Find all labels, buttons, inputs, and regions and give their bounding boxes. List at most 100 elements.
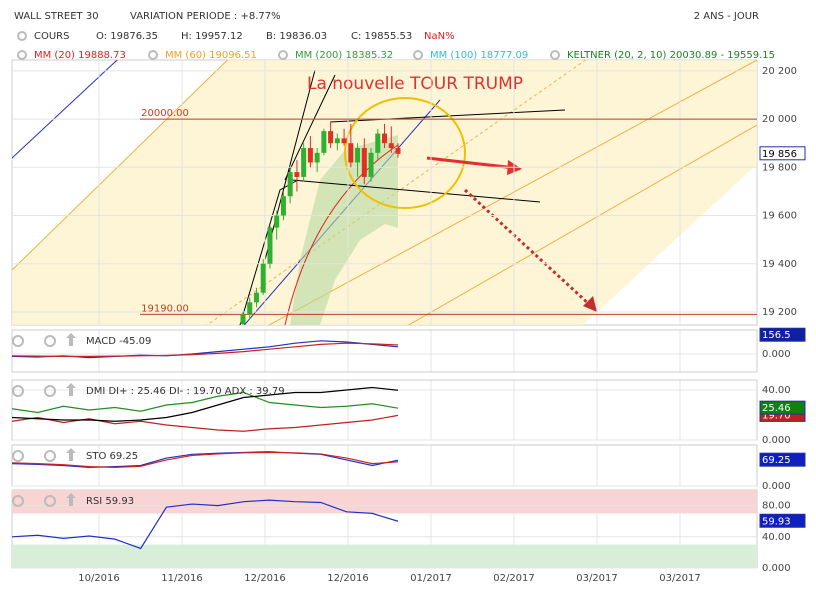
indicator-line [11,451,399,468]
gear-icon [148,50,158,60]
value-box [759,400,806,415]
panel-icon [44,495,56,507]
x-tick-label: 02/2017 [493,573,535,584]
candle-body [307,148,313,163]
trend-line [264,69,316,261]
quote-item: O: 19876.35 [96,31,158,42]
band [12,544,757,568]
y-tick-label: 20 000 [762,114,797,125]
channel-line [407,124,757,325]
indicator-line [11,342,399,357]
panel-title: STO 69.25 [86,451,138,462]
candle-body [355,148,361,163]
arrow [426,156,516,170]
candle-body [382,133,388,144]
candle-body [287,172,293,197]
quote-item: H: 19957.12 [181,31,243,42]
drawings [12,60,757,325]
panel-icon [44,385,56,397]
value-box-label: 156.5 [762,330,791,341]
indicator-legend: KELTNER (20, 2, 10) 20030.89 - 19559.15 [567,50,775,61]
y-tick-label: 0.000 [762,349,791,360]
candle-body [395,148,401,154]
indicator-panel [11,329,758,373]
y-tick-label: 80.00 [762,501,791,512]
indicator-line [11,451,399,468]
annotation: La nouvelle TOUR TRUMP [307,74,523,94]
gear-icon [413,50,423,60]
gear-icon [17,31,27,41]
indicator-legend: MM (60) 19096.51 [165,50,257,61]
candles [240,121,401,325]
panel-icon [44,450,56,462]
candle-body [260,263,266,293]
candle-body [388,143,394,149]
trend-line [284,74,336,181]
panel-title: MACD -45.09 [86,336,151,347]
gear-icon [278,50,288,60]
candle-body [240,314,246,325]
y-tick-label: 19 600 [762,211,797,222]
y-tick-label: 0.000 [762,435,791,446]
candle-body [280,196,286,216]
value-box-label: 19.70 [762,410,791,421]
highlight-ellipse [344,97,466,209]
y-tick-label: 0.000 [762,481,791,492]
value-box-label: 19 856 [762,149,797,160]
value-box [759,452,806,467]
candle-body [375,133,381,153]
value-box-label: 69.25 [762,455,791,466]
value-box-label: 59.93 [762,516,791,527]
candle-body [314,152,320,163]
candle-body [294,172,300,177]
candle-body [368,152,374,177]
indicator-line [11,391,399,414]
trend-line [329,109,566,123]
candle-body [274,215,280,228]
panel-title: DMI DI+ : 25.46 DI- : 19.70 ADX : 39.79 [86,386,285,397]
arrow-head [583,296,597,312]
x-tick-label: 12/2016 [244,573,286,584]
panel-title: RSI 59.93 [86,496,134,507]
panel-icon [12,450,24,462]
ma-line [284,144,399,325]
quote-item: COURS [34,31,69,42]
band [12,490,757,514]
candle-body [247,302,253,315]
panel-icon [12,335,24,347]
channel-line [268,60,757,325]
panel-icon [66,448,76,461]
x-tick-label: 11/2016 [161,573,203,584]
quote-change: NaN% [424,31,455,42]
indicator-legend: MM (100) 18777.09 [430,50,528,61]
keltner-band [290,135,398,325]
indicator-line [11,414,399,432]
panel-icon [66,383,76,396]
trend-line [12,60,118,159]
x-tick-label: 12/2016 [327,573,369,584]
y-tick-label: 19 200 [762,307,797,318]
candle-body [301,148,307,177]
variation: VARIATION PERIODE : +8.77% [130,11,281,22]
y-tick-label: 19 800 [762,162,797,173]
panel-icon [44,335,56,347]
indicator-line [11,386,399,422]
value-box [759,327,806,342]
value-box [759,513,806,528]
indicator-line [11,499,399,550]
candle-body [328,131,334,144]
quote-item: B: 19836.03 [266,31,327,42]
indicator-legend: MM (200) 18385.32 [295,50,393,61]
candle-body [334,138,340,144]
candle-body [348,143,354,163]
y-tick-label: 40.00 [762,532,791,543]
y-tick-label: 20 200 [762,66,797,77]
x-tick-label: 01/2017 [410,573,452,584]
candle-body [253,292,259,303]
panel-icon [12,385,24,397]
candle-body [341,138,347,144]
reference-label: 19190.00 [141,303,189,314]
candle-body [321,131,327,153]
panel-icon [66,333,76,346]
